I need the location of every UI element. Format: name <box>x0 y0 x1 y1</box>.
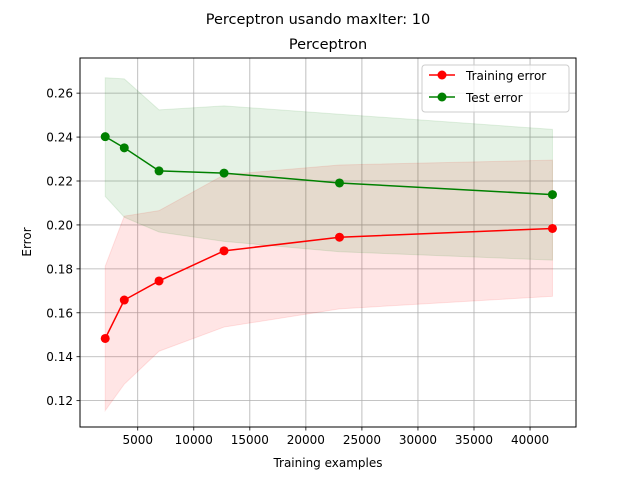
training-error-point-0 <box>100 333 110 343</box>
y-tick-label-5: 0.22 <box>46 175 73 189</box>
x-tick-label-7: 40000 <box>511 433 549 447</box>
y-tick-label-3: 0.18 <box>46 262 73 276</box>
x-tick-label-3: 20000 <box>287 433 325 447</box>
series-markers <box>100 132 557 343</box>
legend-box <box>421 64 570 113</box>
y-tick-label-6: 0.24 <box>46 131 73 145</box>
legend-marker-test <box>437 92 447 102</box>
training-error-band <box>104 159 553 413</box>
test-error-point-1 <box>119 143 129 153</box>
training-error-point-3 <box>219 246 229 256</box>
legend-label-test: Test error <box>465 91 523 105</box>
test-error-point-5 <box>547 190 557 200</box>
grid-lines <box>80 58 576 427</box>
legend: Training error Test error <box>421 64 570 113</box>
training-error-point-4 <box>334 232 344 242</box>
x-tick-label-5: 30000 <box>399 433 437 447</box>
confidence-bands <box>104 77 553 413</box>
y-axis-label: Error <box>20 227 34 256</box>
x-axis-label: Training examples <box>272 456 382 470</box>
y-tick-label-4: 0.20 <box>46 218 73 232</box>
x-tick-label-4: 25000 <box>343 433 381 447</box>
x-tick-label-1: 10000 <box>175 433 213 447</box>
figure-suptitle: Perceptron usando maxIter: 10 <box>206 12 431 28</box>
legend-marker-training <box>437 70 447 80</box>
plot-frame <box>79 57 577 428</box>
test-error-point-3 <box>219 168 229 178</box>
test-error-point-2 <box>154 166 164 176</box>
x-tick-label-0: 5000 <box>122 433 153 447</box>
legend-label-training: Training error <box>465 69 546 83</box>
chart-title: Perceptron <box>289 37 367 53</box>
y-tick-label-1: 0.14 <box>46 350 73 364</box>
x-tick-label-6: 35000 <box>455 433 493 447</box>
training-error-line <box>104 227 553 339</box>
y-tick-label-2: 0.16 <box>46 306 73 320</box>
test-error-band <box>104 77 553 261</box>
test-error-point-4 <box>334 178 344 188</box>
y-tick-label-7: 0.26 <box>46 87 73 101</box>
test-error-point-0 <box>100 132 110 142</box>
training-error-point-2 <box>154 276 164 286</box>
training-error-point-5 <box>547 223 557 233</box>
x-axis-ticks: 5000 10000 15000 20000 25000 30000 35000 40000 <box>122 427 549 447</box>
y-axis-ticks: 0.12 0.14 0.16 0.18 0.20 0.22 0.24 0.26 <box>46 87 80 408</box>
x-tick-label-2: 15000 <box>231 433 269 447</box>
training-error-point-1 <box>119 295 129 305</box>
y-tick-label-0: 0.12 <box>46 394 73 408</box>
